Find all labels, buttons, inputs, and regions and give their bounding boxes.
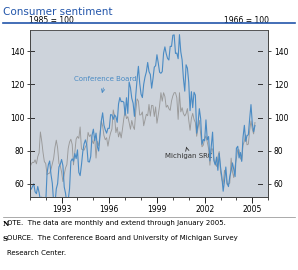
Text: Conference Board: Conference Board — [74, 76, 137, 92]
Text: Michigan SRC: Michigan SRC — [165, 147, 212, 159]
Text: Research Center.: Research Center. — [7, 250, 66, 256]
Text: Consumer sentiment: Consumer sentiment — [3, 7, 112, 17]
Text: 1966 = 100: 1966 = 100 — [224, 16, 269, 25]
Text: S: S — [3, 235, 8, 243]
Text: N: N — [3, 220, 9, 228]
Text: OTE.  The data are monthly and extend through January 2005.: OTE. The data are monthly and extend thr… — [7, 220, 226, 226]
Text: 1985 = 100: 1985 = 100 — [29, 16, 74, 25]
Text: OURCE.  The Conference Board and University of Michigan Survey: OURCE. The Conference Board and Universi… — [7, 235, 238, 241]
